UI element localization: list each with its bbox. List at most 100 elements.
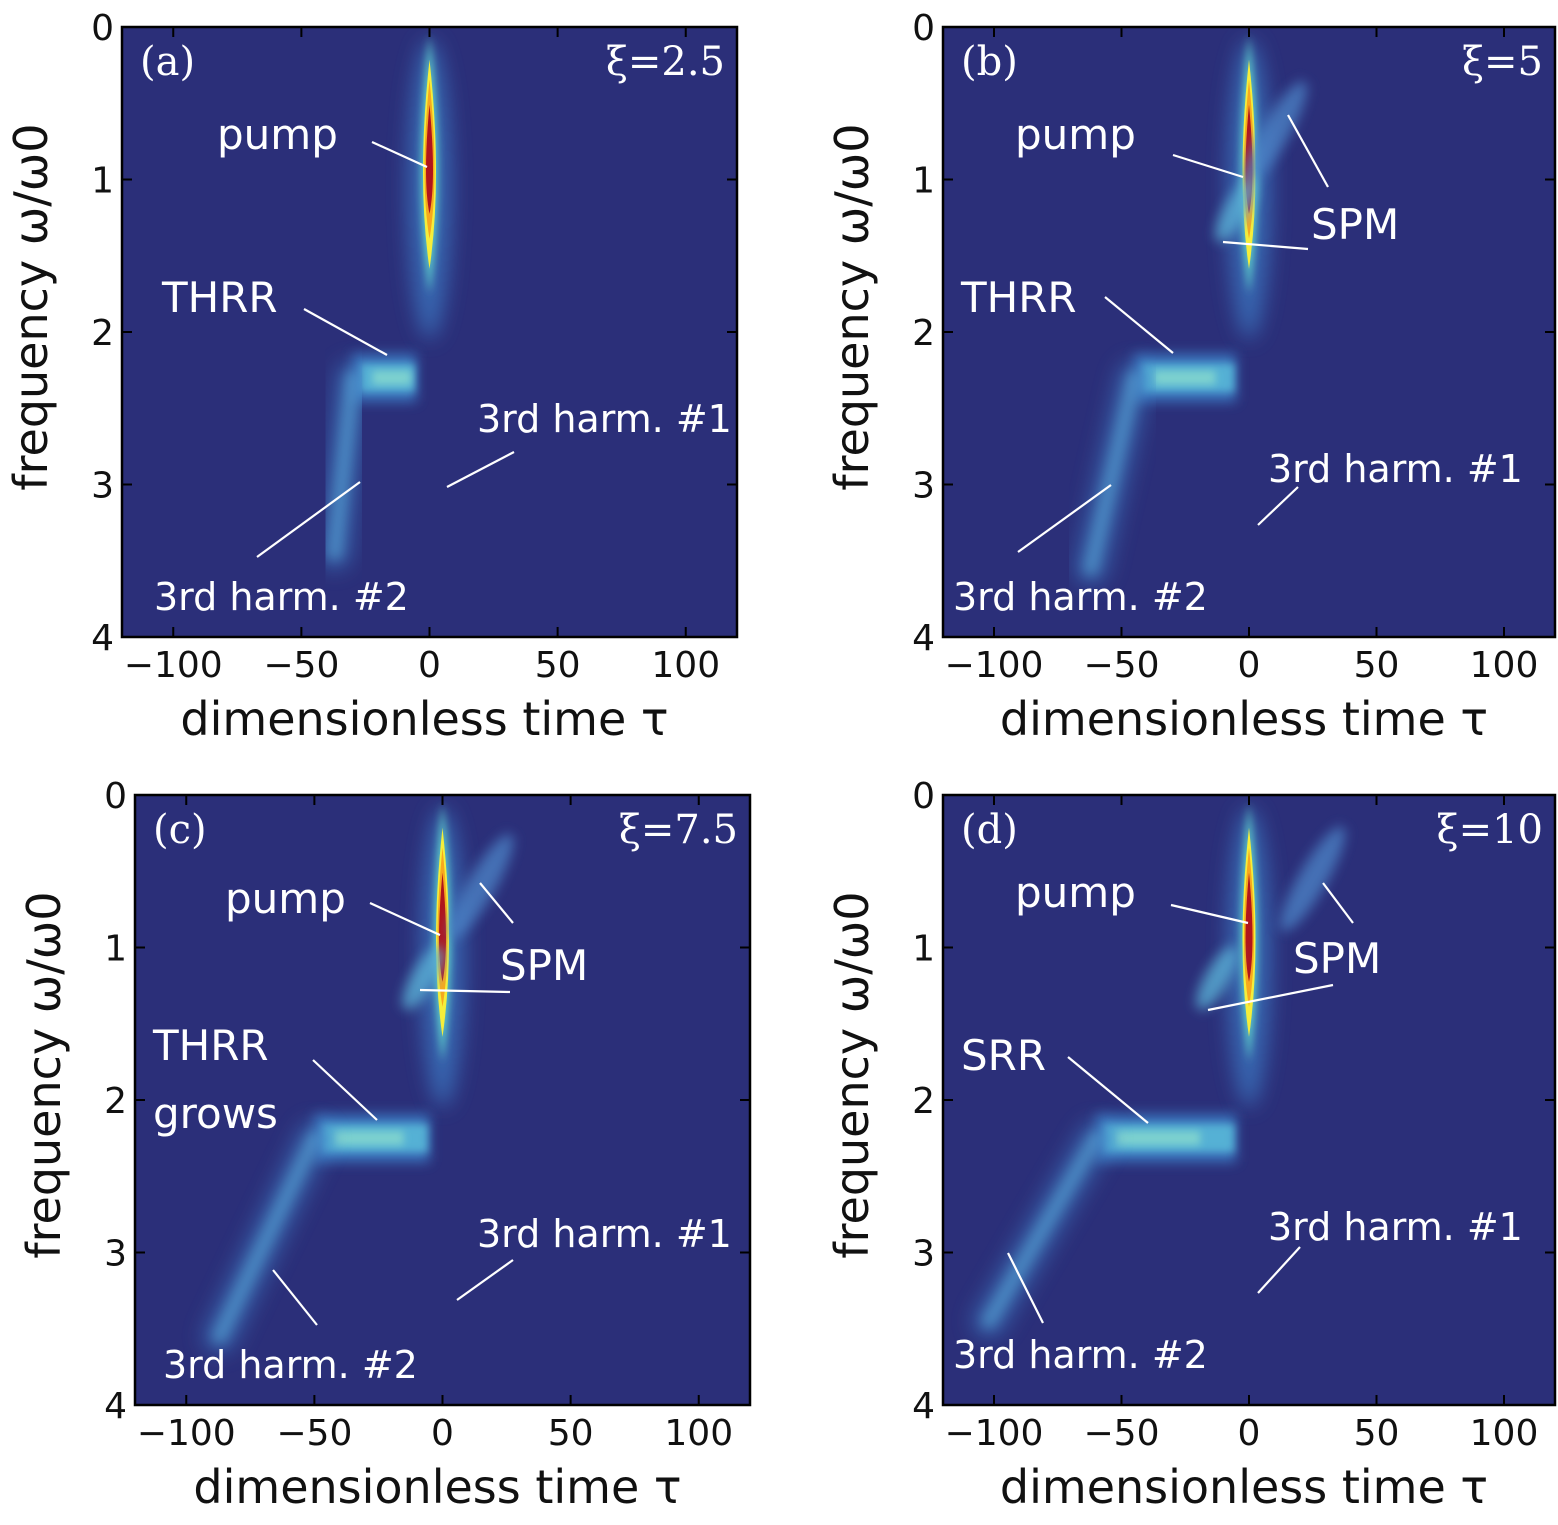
annotation-srr: SRR [961,1031,1149,1124]
pointer-line [1257,486,1299,526]
band-mark-thrr [1134,353,1237,402]
parameter-label: ξ=5 [1462,39,1543,85]
y-tick-label: 1 [104,929,127,970]
x-tick-label: −100 [945,645,1044,686]
annotation-spm: SPM [1222,114,1399,251]
svg-text:SRR: SRR [961,1031,1046,1080]
panel-label: (a) [140,39,195,85]
pointer-line [1222,240,1309,251]
pointer-line [1104,296,1174,354]
x-tick-label: 100 [1470,1413,1539,1454]
svg-text:THRR: THRR [960,273,1077,322]
x-tick-label: −100 [124,645,223,686]
spm-mark [1196,826,1346,1010]
band-mark-thrr-grows [314,1114,430,1163]
x-tick-label: −50 [276,1413,352,1454]
parameter-label: ξ=2.5 [606,39,725,85]
x-tick-label: 0 [1238,1413,1261,1454]
pointer-line [1017,484,1112,553]
y-tick-label: 3 [91,466,114,507]
annotation-3rd-harm-1: 3rd harm. #1 [1257,1205,1523,1294]
panel-b: −100 −50 0 50 100 0 1 2 3 4 dimensionless time τ fr… [825,8,1557,746]
x-tick-label: 50 [548,1413,594,1454]
x-axis-label: dimensionless time τ [1000,1460,1488,1514]
y-tick-label: 2 [912,1081,935,1122]
svg-text:3rd harm. #1: 3rd harm. #1 [477,397,732,441]
x-tick-label: 50 [1354,1413,1400,1454]
y-tick-label: 2 [91,313,114,354]
pump-mark [407,34,452,340]
x-tick-label: 0 [1238,645,1261,686]
pointer-line [419,988,511,994]
pointer-line [1170,903,1249,925]
pointer-line [256,481,361,558]
pointer-line [1007,1252,1044,1324]
svg-text:THRR: THRR [161,273,278,322]
pointer-line [1322,882,1354,924]
y-tick-label: 4 [912,1386,935,1427]
pointer-line [312,1059,378,1121]
pointer-line [303,308,388,356]
pointer-line [1067,1056,1149,1124]
y-tick-label: 4 [912,618,935,659]
harmonic-2-mark [202,1121,332,1354]
svg-text:3rd harm. #2: 3rd harm. #2 [953,575,1208,619]
x-axis-label: dimensionless time τ [1000,692,1488,746]
annotation-spm: SPM [1207,882,1381,1012]
svg-text:SPM: SPM [1311,200,1399,249]
y-tick-label: 0 [104,776,127,817]
band-mark-srr [1096,1114,1237,1163]
annotation-thrr: THRR [960,273,1174,354]
annotation-thrr-grows: THRR grows [152,1021,378,1138]
y-tick-label: 3 [912,1234,935,1275]
x-tick-label: −50 [263,645,339,686]
pointer-line [446,451,515,488]
annotation-pump: pump [225,874,441,937]
y-tick-label: 3 [104,1234,127,1275]
y-axis-label: frequency ω/ω0 [4,123,58,490]
svg-text:pump: pump [225,874,346,923]
x-tick-label: −50 [1084,1413,1160,1454]
y-tick-label: 0 [91,8,114,49]
x-tick-label: −100 [137,1413,236,1454]
annotation-3rd-harm-2: 3rd harm. #2 [953,484,1208,619]
x-tick-label: 0 [431,1413,454,1454]
y-axis-label: frequency ω/ω0 [825,891,879,1258]
panel-a: −100 −50 0 50 100 0 1 2 3 4 dimensionless time τ fr… [4,8,739,746]
pointer-line [371,140,428,169]
spm-mark [1215,81,1307,242]
svg-text:3rd harm. #2: 3rd harm. #2 [154,575,409,619]
svg-text:3rd harm. #2: 3rd harm. #2 [163,1343,418,1387]
annotation-3rd-harm-2: 3rd harm. #2 [154,481,409,619]
x-tick-label: 50 [1354,645,1400,686]
pointer-line [1287,114,1329,188]
panel-label: (d) [961,807,1018,853]
y-tick-label: 3 [912,466,935,507]
annotation-pump: pump [217,110,428,169]
x-tick-label: 50 [535,645,581,686]
harmonic-2-mark [1073,360,1152,586]
annotation-3rd-harm-1: 3rd harm. #1 [456,1212,732,1301]
pointer-line [456,1259,514,1301]
svg-text:3rd harm. #1: 3rd harm. #1 [477,1212,732,1256]
spm-mark [402,834,514,1010]
x-tick-label: −50 [1084,645,1160,686]
pump-mark [1227,802,1271,1108]
svg-text:SPM: SPM [500,941,588,990]
annotation-pump: pump [1015,110,1244,179]
annotation-thrr: THRR [161,273,388,356]
y-tick-label: 1 [912,929,935,970]
y-axis-label: frequency ω/ω0 [825,123,879,490]
annotation-spm: SPM [419,882,588,994]
svg-text:3rd harm. #1: 3rd harm. #1 [1268,447,1523,491]
y-tick-label: 0 [912,776,935,817]
x-tick-label: 100 [664,1413,733,1454]
y-tick-label: 2 [912,313,935,354]
svg-text:grows: grows [153,1089,278,1138]
pointer-line [272,1269,318,1326]
panel-label: (c) [153,807,207,853]
y-tick-label: 1 [912,161,935,202]
pointer-line [1257,1246,1301,1294]
y-tick-label: 2 [104,1081,127,1122]
